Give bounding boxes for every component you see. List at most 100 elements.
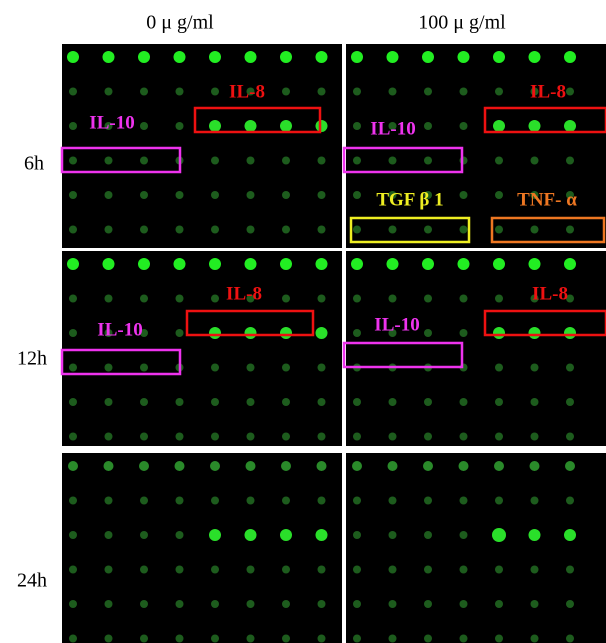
array-spot: [564, 529, 576, 541]
array-spot: [140, 635, 148, 643]
array-spot: [245, 51, 257, 63]
array-spot: [460, 531, 468, 539]
annotation-label: TGF β 1: [376, 189, 443, 210]
array-spot: [529, 120, 541, 132]
array-spot: [140, 226, 148, 234]
array-spot: [280, 51, 292, 63]
array-spot: [211, 226, 219, 234]
array-spot: [424, 398, 432, 406]
array-spot: [353, 600, 361, 608]
array-spot: [531, 157, 539, 165]
array-spot: [529, 258, 541, 270]
array-spot: [174, 258, 186, 270]
array-spot: [318, 226, 326, 234]
array-spot: [247, 600, 255, 608]
array-spot: [176, 88, 184, 96]
array-spot: [564, 51, 576, 63]
array-spot: [176, 497, 184, 505]
array-spot: [140, 531, 148, 539]
array-spot: [103, 51, 115, 63]
array-spot: [564, 120, 576, 132]
array-spot: [316, 529, 328, 541]
array-spot: [69, 497, 77, 505]
array-spot: [424, 226, 432, 234]
array-spot: [282, 497, 290, 505]
array-spot: [176, 635, 184, 643]
array-spot: [247, 157, 255, 165]
array-spot: [424, 635, 432, 643]
array-spot: [247, 497, 255, 505]
array-spot: [318, 364, 326, 372]
array-spot: [389, 157, 397, 165]
array-spot: [247, 635, 255, 643]
annotation-label: IL-10: [374, 314, 419, 335]
array-spot: [531, 600, 539, 608]
array-spot: [529, 529, 541, 541]
array-spot: [318, 191, 326, 199]
array-spot: [105, 635, 113, 643]
array-spot: [69, 600, 77, 608]
array-spot: [460, 157, 468, 165]
array-spot: [389, 88, 397, 96]
array-spot: [389, 398, 397, 406]
array-spot: [138, 258, 150, 270]
array-spot: [280, 529, 292, 541]
array-spot: [318, 157, 326, 165]
array-spot: [69, 88, 77, 96]
array-panel: [62, 453, 342, 643]
array-spot: [531, 364, 539, 372]
array-spot: [493, 120, 505, 132]
array-spot: [209, 327, 221, 339]
array-spot: [176, 191, 184, 199]
annotation-label: IL-8: [532, 283, 568, 304]
array-spot: [282, 191, 290, 199]
array-spot: [460, 88, 468, 96]
array-spot: [69, 566, 77, 574]
array-spot: [176, 433, 184, 441]
array-spot: [176, 329, 184, 337]
array-spot: [351, 258, 363, 270]
array-spot: [316, 258, 328, 270]
array-spot: [352, 461, 362, 471]
array-spot: [176, 226, 184, 234]
array-spot: [353, 531, 361, 539]
array-spot: [495, 566, 503, 574]
array-spot: [495, 364, 503, 372]
array-spot: [176, 122, 184, 130]
array-spot: [209, 258, 221, 270]
array-spot: [389, 226, 397, 234]
array-spot: [318, 433, 326, 441]
array-spot: [282, 600, 290, 608]
array-spot: [105, 88, 113, 96]
array-spot: [69, 635, 77, 643]
array-spot: [389, 433, 397, 441]
array-spot: [495, 226, 503, 234]
array-spot: [495, 191, 503, 199]
array-spot: [140, 364, 148, 372]
array-spot: [353, 635, 361, 643]
array-spot: [353, 566, 361, 574]
array-spot: [176, 295, 184, 303]
annotation-label: TNF- α: [517, 189, 577, 210]
array-spot: [140, 157, 148, 165]
array-spot: [531, 566, 539, 574]
array-spot: [282, 635, 290, 643]
array-spot: [388, 461, 398, 471]
annotation-label: IL-8: [226, 283, 262, 304]
array-spot: [495, 295, 503, 303]
array-spot: [531, 433, 539, 441]
array-spot: [318, 295, 326, 303]
array-spot: [460, 226, 468, 234]
array-spot: [353, 157, 361, 165]
array-spot: [318, 398, 326, 406]
array-spot: [209, 529, 221, 541]
array-spot: [245, 529, 257, 541]
array-spot: [389, 531, 397, 539]
array-spot: [245, 120, 257, 132]
array-spot: [282, 433, 290, 441]
annotation-label: IL-8: [229, 81, 265, 102]
array-spot: [105, 191, 113, 199]
array-spot: [460, 497, 468, 505]
array-spot: [209, 120, 221, 132]
array-spot: [318, 88, 326, 96]
